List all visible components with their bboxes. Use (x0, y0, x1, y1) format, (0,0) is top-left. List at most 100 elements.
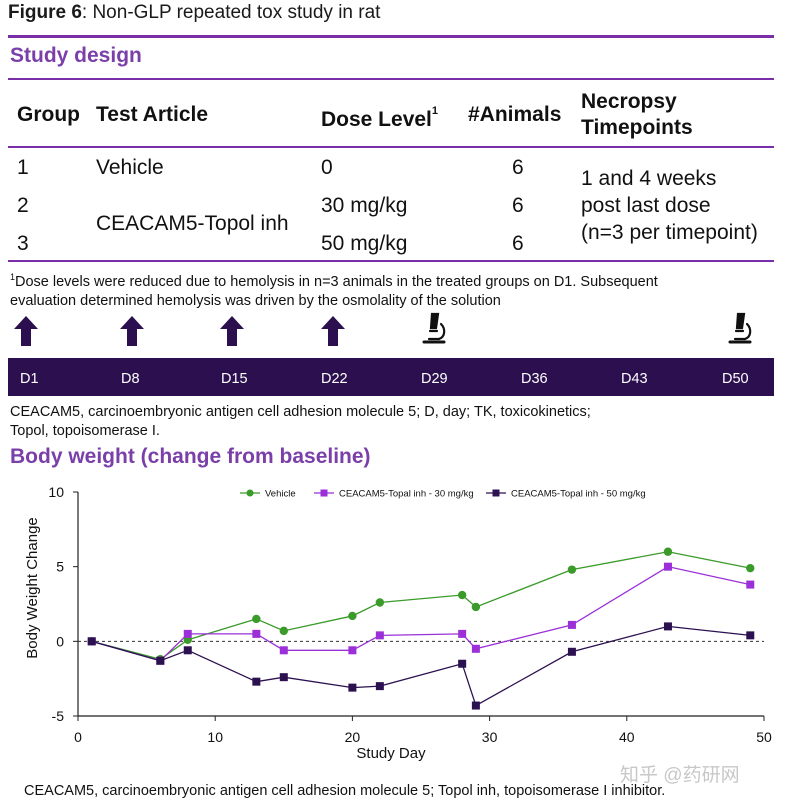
series-line (91, 551, 751, 660)
timeline-day: D8 (121, 371, 140, 387)
data-point (348, 683, 357, 692)
abbrev-line-1: CEACAM5, carcinoembryonic antigen cell a… (10, 404, 591, 420)
data-point (746, 563, 755, 573)
row3-dose: 50 mg/kg (321, 232, 408, 255)
legend-label: CEACAM5-Topal inh - 50 mg/kg (511, 489, 646, 500)
y-tick-label: 10 (48, 484, 64, 500)
necropsy-line-1: 1 and 4 weeks (581, 167, 717, 190)
abbrev-line-2: Topol, topoisomerase I. (10, 423, 160, 439)
row1-article: Vehicle (96, 156, 164, 179)
microscope-icon (728, 312, 752, 344)
dose-arrow-icon (14, 316, 38, 346)
data-point (375, 631, 384, 640)
study-design-heading: Study design (10, 44, 142, 67)
legend-marker (492, 489, 500, 497)
study-footnote: 1Dose levels were reduced due to hemolys… (10, 268, 770, 311)
watermark: 知乎 @药研网 (620, 765, 740, 786)
header-dose-level: Dose Level1 (321, 102, 438, 133)
legend-marker (320, 489, 328, 497)
x-tick-label: 20 (345, 729, 361, 745)
data-point (279, 646, 288, 655)
row3-animals: 6 (512, 232, 524, 255)
data-point (567, 647, 576, 656)
row1-dose: 0 (321, 156, 333, 179)
data-point (663, 547, 673, 556)
data-point (183, 629, 192, 638)
row2-animals: 6 (512, 194, 524, 217)
data-point (279, 673, 288, 682)
table-bottom-rule (8, 260, 774, 262)
abbreviations: CEACAM5, carcinoembryonic antigen cell a… (10, 403, 770, 441)
timeline-bar: D1 D8 D15 D22 D29 D36 D43 D50 (8, 358, 774, 396)
data-point (375, 682, 384, 691)
data-point (458, 659, 467, 668)
timeline-day: D36 (521, 371, 548, 387)
footnote-sup: 1 (10, 272, 16, 282)
data-point (87, 637, 96, 646)
y-tick-label: 5 (56, 559, 64, 575)
legend-label: CEACAM5-Topal inh - 30 mg/kg (339, 489, 474, 500)
x-tick-label: 0 (74, 729, 82, 745)
row1-animals: 6 (512, 156, 524, 179)
necropsy-line-2: post last dose (581, 194, 711, 217)
footnote-line-1: Dose levels were reduced due to hemolysi… (15, 273, 658, 290)
data-point (252, 614, 261, 624)
y-tick-label: -5 (52, 708, 65, 724)
data-point (567, 620, 576, 629)
legend-label: Vehicle (265, 489, 296, 500)
timeline-day: D50 (722, 371, 749, 387)
header-necropsy-1: Necropsy (581, 90, 677, 113)
dose-arrow-icon (321, 316, 345, 346)
y-axis-label: Body Weight Change (24, 517, 41, 658)
row2-dose: 30 mg/kg (321, 194, 408, 217)
data-point (471, 644, 480, 653)
header-dose-sup: 1 (431, 105, 439, 117)
figure-title-text: : Non-GLP repeated tox study in rat (81, 2, 381, 23)
table-top-rule (8, 78, 774, 80)
series-line (91, 625, 751, 707)
table-header-rule (8, 146, 774, 148)
figure-title: Figure 6: Non-GLP repeated tox study in … (8, 2, 380, 24)
data-point (746, 580, 755, 589)
y-tick-label: 0 (56, 633, 64, 649)
timeline-day: D22 (321, 371, 348, 387)
x-tick-label: 30 (482, 729, 498, 745)
data-point (471, 602, 481, 612)
body-weight-heading: Body weight (change from baseline) (10, 445, 371, 468)
timeline-day: D15 (221, 371, 248, 387)
x-axis-label: Study Day (356, 745, 426, 762)
body-weight-chart: -5 0 5 10 0 10 20 30 40 50 Study Day Body Weight Ch… (24, 484, 772, 762)
row2-article: CEACAM5-Topol inh (96, 212, 289, 235)
data-point (252, 677, 261, 686)
data-point (375, 598, 385, 607)
footnote-line-2: evaluation determined hemolysis was driv… (10, 292, 501, 309)
row2-group: 2 (17, 194, 29, 217)
x-tick-label: 10 (207, 729, 223, 745)
data-point (183, 646, 192, 655)
figure-label: Figure 6 (8, 2, 82, 23)
data-point (156, 656, 165, 665)
data-point (567, 565, 577, 574)
x-tick-label: 40 (619, 729, 635, 745)
header-group: Group (17, 103, 80, 126)
row1-group: 1 (17, 156, 29, 179)
dose-arrow-icon (120, 316, 144, 346)
data-point (471, 701, 480, 710)
data-point (663, 622, 672, 631)
data-point (348, 646, 357, 655)
data-point (663, 562, 672, 571)
x-tick-label: 50 (756, 729, 772, 745)
legend-marker (246, 489, 254, 497)
data-point (458, 629, 467, 638)
data-point (457, 590, 467, 600)
dose-arrow-icon (220, 316, 244, 346)
title-divider (8, 35, 774, 38)
timeline-day: D1 (20, 371, 39, 387)
timeline-day: D29 (421, 371, 448, 387)
timeline-day: D43 (621, 371, 648, 387)
header-animals: #Animals (468, 103, 562, 126)
row3-group: 3 (17, 232, 29, 255)
bottom-note: CEACAM5, carcinoembryonic antigen cell a… (24, 783, 666, 799)
data-point (279, 626, 288, 636)
header-necropsy-2: Timepoints (581, 116, 693, 139)
